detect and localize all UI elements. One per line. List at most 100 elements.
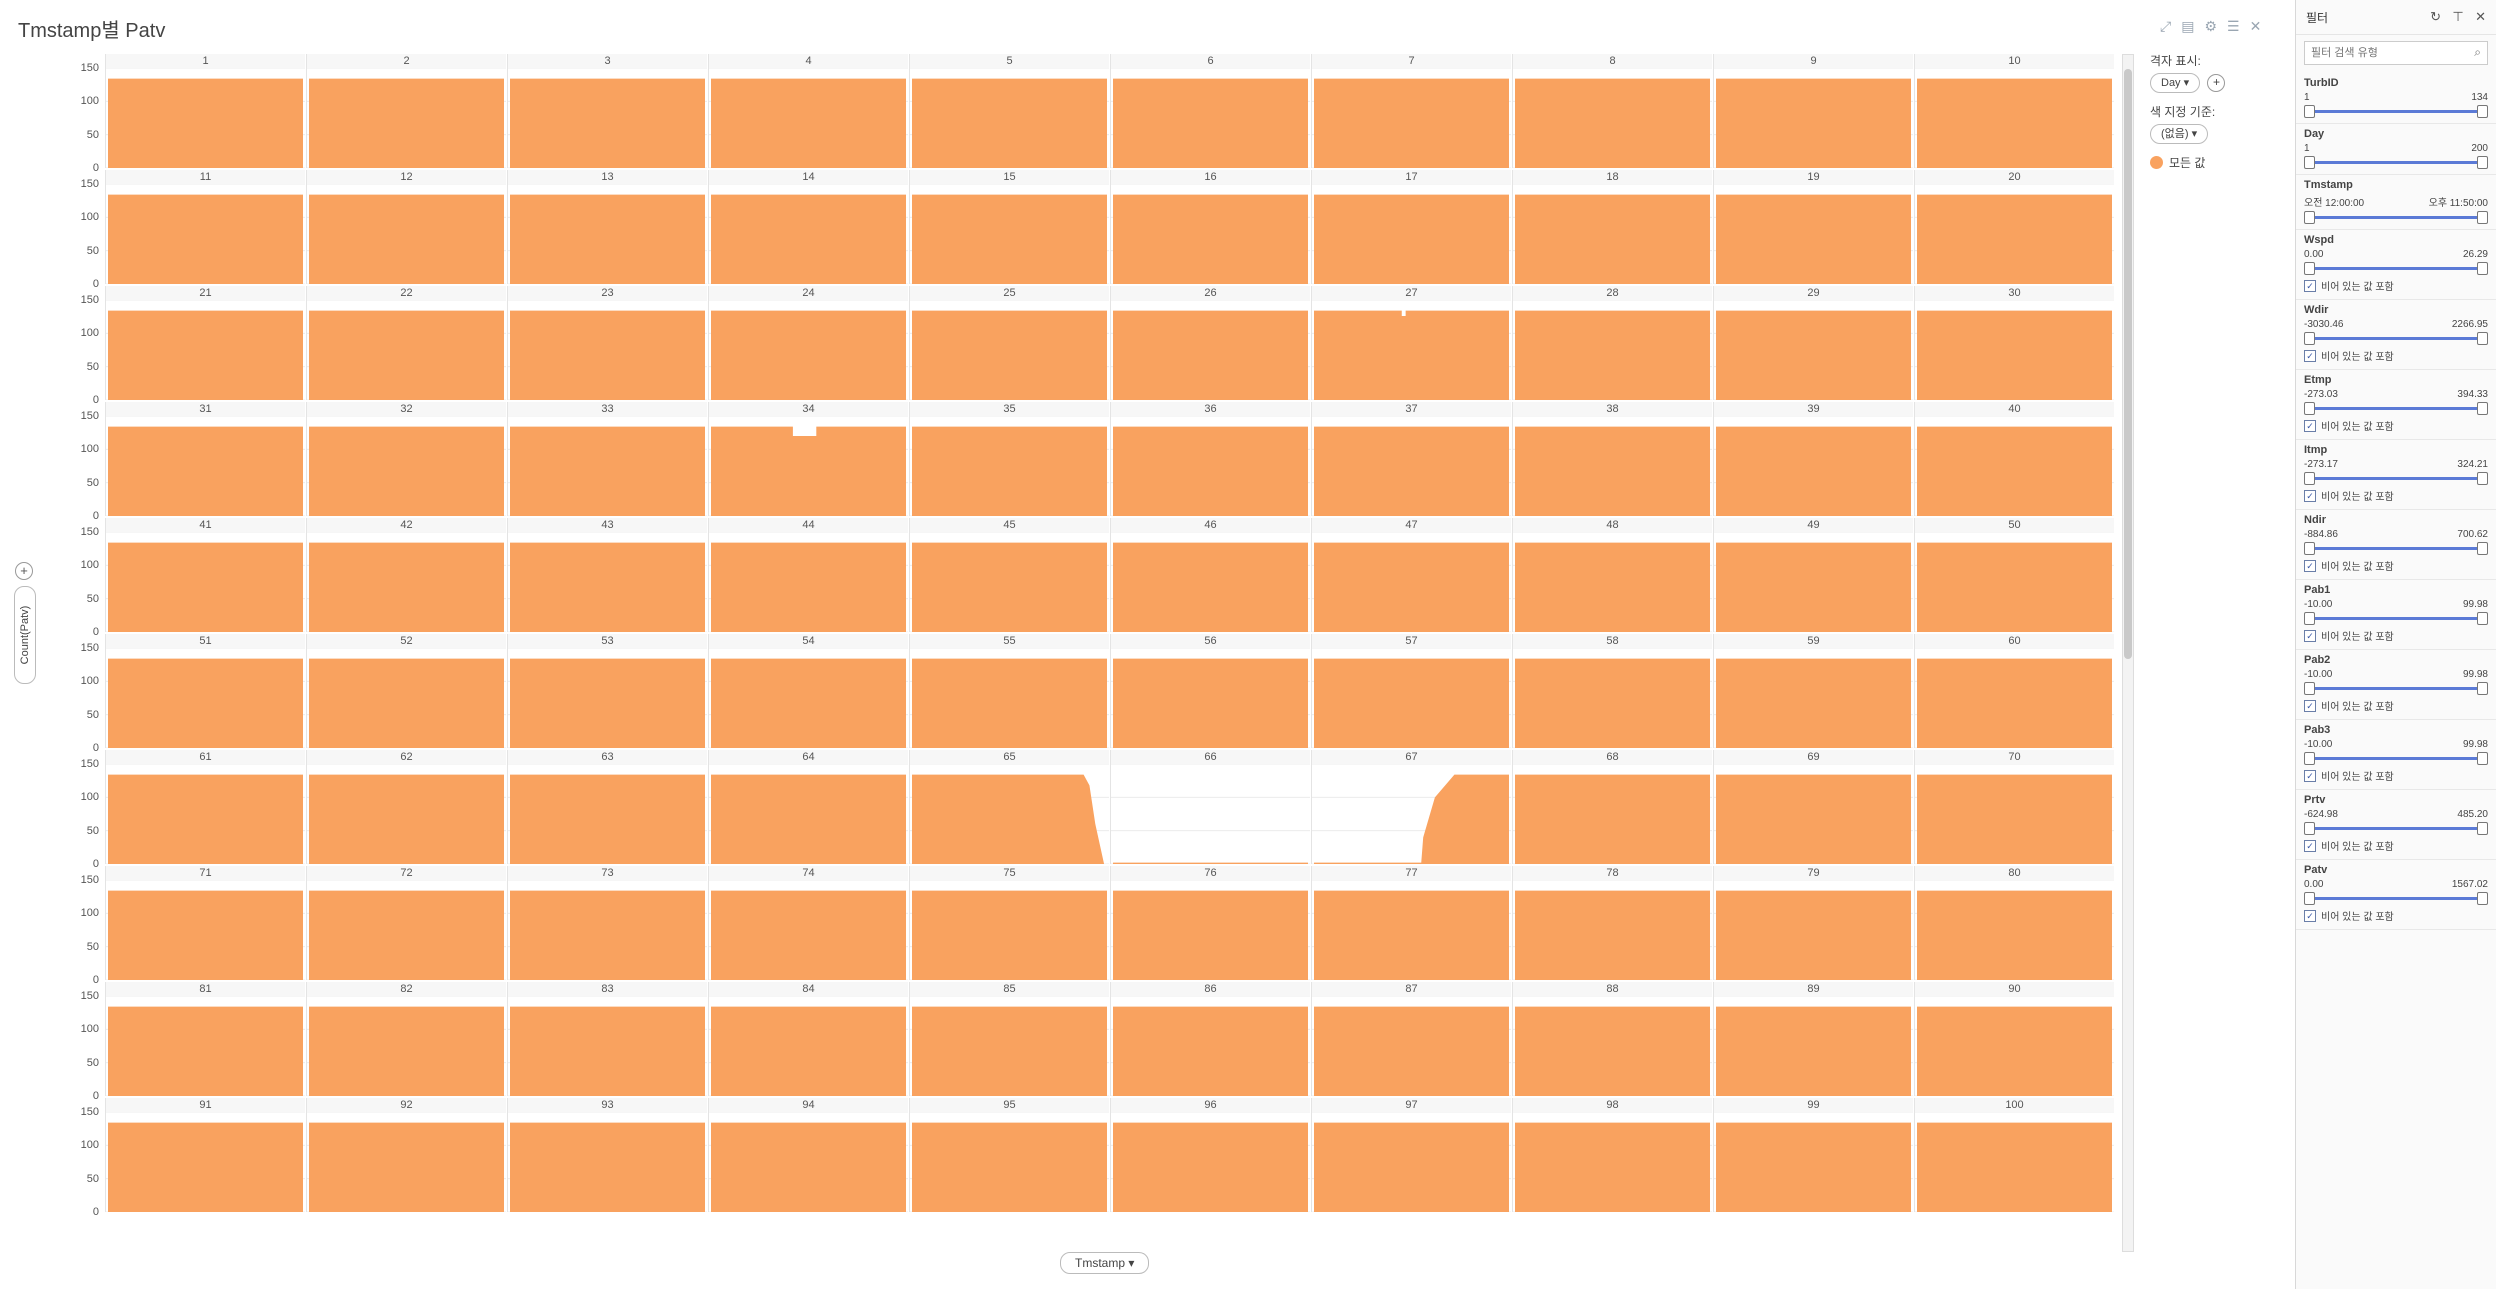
trellis-panel[interactable] <box>909 764 1109 864</box>
scrollbar-thumb[interactable] <box>2124 69 2132 659</box>
trellis-panel[interactable] <box>1110 68 1310 168</box>
slider-max-handle[interactable] <box>2477 682 2488 695</box>
close-filter-icon[interactable]: ✕ <box>2475 9 2486 24</box>
slider-max-handle[interactable] <box>2477 472 2488 485</box>
slider-max-handle[interactable] <box>2477 542 2488 555</box>
range-slider[interactable] <box>2304 892 2488 905</box>
trellis-panel[interactable] <box>909 996 1109 1096</box>
slider-min-handle[interactable] <box>2304 682 2315 695</box>
trellis-panel[interactable] <box>1311 532 1511 632</box>
include-empty-checkbox[interactable]: ✓ 비어 있는 값 포함 <box>2304 278 2488 293</box>
trellis-panel[interactable] <box>909 1112 1109 1212</box>
trellis-panel[interactable] <box>306 300 506 400</box>
slider-max-handle[interactable] <box>2477 262 2488 275</box>
include-empty-checkbox[interactable]: ✓ 비어 있는 값 포함 <box>2304 908 2488 923</box>
color-selector[interactable]: (없음) ▾ <box>2150 124 2209 144</box>
include-empty-checkbox[interactable]: ✓ 비어 있는 값 포함 <box>2304 698 2488 713</box>
trellis-panel[interactable] <box>1512 68 1712 168</box>
range-slider[interactable] <box>2304 211 2488 224</box>
include-empty-checkbox[interactable]: ✓ 비어 있는 값 포함 <box>2304 488 2488 503</box>
trellis-panel[interactable] <box>708 532 908 632</box>
trellis-panel[interactable] <box>1110 532 1310 632</box>
trellis-panel[interactable] <box>1914 532 2114 632</box>
trellis-panel[interactable] <box>909 880 1109 980</box>
trellis-panel[interactable] <box>1110 996 1310 1096</box>
trellis-panel[interactable] <box>507 300 707 400</box>
trellis-panel[interactable] <box>1311 416 1511 516</box>
checkbox-icon[interactable]: ✓ <box>2304 419 2316 432</box>
trellis-panel[interactable] <box>105 1112 305 1212</box>
trellis-panel[interactable] <box>306 532 506 632</box>
checkbox-icon[interactable]: ✓ <box>2304 349 2316 362</box>
trellis-panel[interactable] <box>1713 532 1913 632</box>
slider-max-handle[interactable] <box>2477 822 2488 835</box>
trellis-panel[interactable] <box>105 532 305 632</box>
trellis-panel[interactable] <box>306 1112 506 1212</box>
checkbox-icon[interactable]: ✓ <box>2304 699 2316 712</box>
include-empty-checkbox[interactable]: ✓ 비어 있는 값 포함 <box>2304 558 2488 573</box>
trellis-panel[interactable] <box>1311 1112 1511 1212</box>
x-axis-selector[interactable]: Tmstamp ▾ <box>1060 1252 1150 1274</box>
range-slider[interactable] <box>2304 332 2488 345</box>
trellis-panel[interactable] <box>1311 880 1511 980</box>
trellis-panel[interactable] <box>1914 184 2114 284</box>
trellis-panel[interactable] <box>1713 300 1913 400</box>
trellis-panel[interactable] <box>105 68 305 168</box>
trellis-panel[interactable] <box>105 184 305 284</box>
legend-item[interactable]: 모든 값 <box>2150 154 2225 171</box>
trellis-panel[interactable] <box>1110 648 1310 748</box>
trellis-panel[interactable] <box>1713 880 1913 980</box>
checkbox-icon[interactable]: ✓ <box>2304 909 2316 922</box>
grid-selector[interactable]: Day ▾ <box>2150 73 2201 93</box>
include-empty-checkbox[interactable]: ✓ 비어 있는 값 포함 <box>2304 768 2488 783</box>
checkbox-icon[interactable]: ✓ <box>2304 839 2316 852</box>
y-axis-selector[interactable]: Count(Patv) <box>14 586 36 684</box>
trellis-panel[interactable] <box>1311 300 1511 400</box>
trellis-panel[interactable] <box>1713 648 1913 748</box>
trellis-panel[interactable] <box>1914 300 2114 400</box>
trellis-panel[interactable] <box>708 648 908 748</box>
slider-min-handle[interactable] <box>2304 822 2315 835</box>
trellis-panel[interactable] <box>507 648 707 748</box>
slider-max-handle[interactable] <box>2477 332 2488 345</box>
trellis-panel[interactable] <box>306 68 506 168</box>
reset-icon[interactable]: ↻ <box>2430 9 2442 24</box>
trellis-panel[interactable] <box>105 648 305 748</box>
add-grid-icon[interactable]: + <box>2207 73 2226 92</box>
trellis-panel[interactable] <box>1512 532 1712 632</box>
slider-min-handle[interactable] <box>2304 211 2315 224</box>
checkbox-icon[interactable]: ✓ <box>2304 279 2316 292</box>
include-empty-checkbox[interactable]: ✓ 비어 있는 값 포함 <box>2304 628 2488 643</box>
trellis-panel[interactable] <box>708 184 908 284</box>
trellis-panel[interactable] <box>909 648 1109 748</box>
maximize-icon[interactable]: ⤢ <box>2160 18 2172 34</box>
checkbox-icon[interactable]: ✓ <box>2304 489 2316 502</box>
range-slider[interactable] <box>2304 262 2488 275</box>
trellis-panel[interactable] <box>105 880 305 980</box>
trellis-panel[interactable] <box>306 648 506 748</box>
trellis-panel[interactable] <box>708 1112 908 1212</box>
trellis-panel[interactable] <box>1110 416 1310 516</box>
trellis-panel[interactable] <box>1914 648 2114 748</box>
trellis-panel[interactable] <box>1914 764 2114 864</box>
trellis-panel[interactable] <box>1914 68 2114 168</box>
add-axis-icon[interactable]: + <box>15 562 33 580</box>
trellis-panel[interactable] <box>1512 648 1712 748</box>
include-empty-checkbox[interactable]: ✓ 비어 있는 값 포함 <box>2304 418 2488 433</box>
trellis-panel[interactable] <box>909 532 1109 632</box>
trellis-panel[interactable] <box>306 416 506 516</box>
trellis-panel[interactable] <box>1110 184 1310 284</box>
trellis-panel[interactable] <box>1713 184 1913 284</box>
trellis-panel[interactable] <box>1713 764 1913 864</box>
trellis-panel[interactable] <box>1311 648 1511 748</box>
trellis-panel[interactable] <box>1914 1112 2114 1212</box>
range-slider[interactable] <box>2304 402 2488 415</box>
trellis-panel[interactable] <box>909 184 1109 284</box>
trellis-panel[interactable] <box>1311 68 1511 168</box>
pin-icon[interactable]: ⊤ <box>2452 9 2464 24</box>
slider-min-handle[interactable] <box>2304 752 2315 765</box>
slider-max-handle[interactable] <box>2477 892 2488 905</box>
slider-max-handle[interactable] <box>2477 211 2488 224</box>
trellis-panel[interactable] <box>1311 184 1511 284</box>
trellis-panel[interactable] <box>507 416 707 516</box>
